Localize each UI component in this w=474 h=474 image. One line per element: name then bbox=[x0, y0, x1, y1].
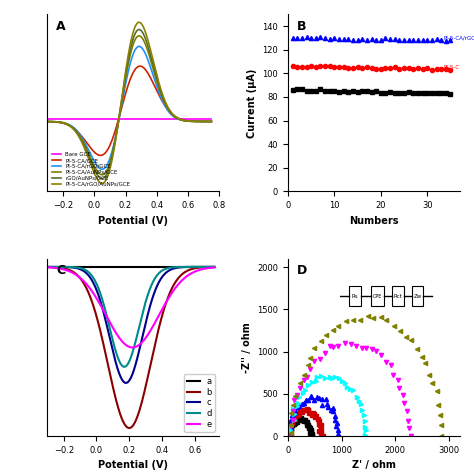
X-axis label: Numbers: Numbers bbox=[349, 216, 399, 226]
Y-axis label: -Z'' / ohm: -Z'' / ohm bbox=[242, 322, 252, 373]
Y-axis label: Current (μA): Current (μA) bbox=[247, 68, 257, 137]
Text: PI-5-C: PI-5-C bbox=[444, 65, 460, 70]
Text: PI-5-CA/rGO/: PI-5-CA/rGO/ bbox=[444, 36, 474, 40]
Text: A: A bbox=[56, 19, 65, 33]
Text: P: P bbox=[444, 92, 447, 97]
X-axis label: Z' / ohm: Z' / ohm bbox=[352, 460, 396, 470]
X-axis label: Potential (V): Potential (V) bbox=[98, 216, 168, 226]
Legend: a, b, c, d, e: a, b, c, d, e bbox=[184, 374, 215, 432]
Text: D: D bbox=[297, 264, 307, 277]
X-axis label: Potential (V): Potential (V) bbox=[98, 460, 168, 470]
Text: B: B bbox=[297, 19, 306, 33]
Legend: Bare GCE, PI-5-CA/GCE, PI-5-CA/rGO/GCE, PI-5-CA/AuNPs/GCE, rGO/AuNPs/GCE, PI-5-C: Bare GCE, PI-5-CA/GCE, PI-5-CA/rGO/GCE, … bbox=[50, 150, 132, 189]
Text: C: C bbox=[56, 264, 65, 277]
